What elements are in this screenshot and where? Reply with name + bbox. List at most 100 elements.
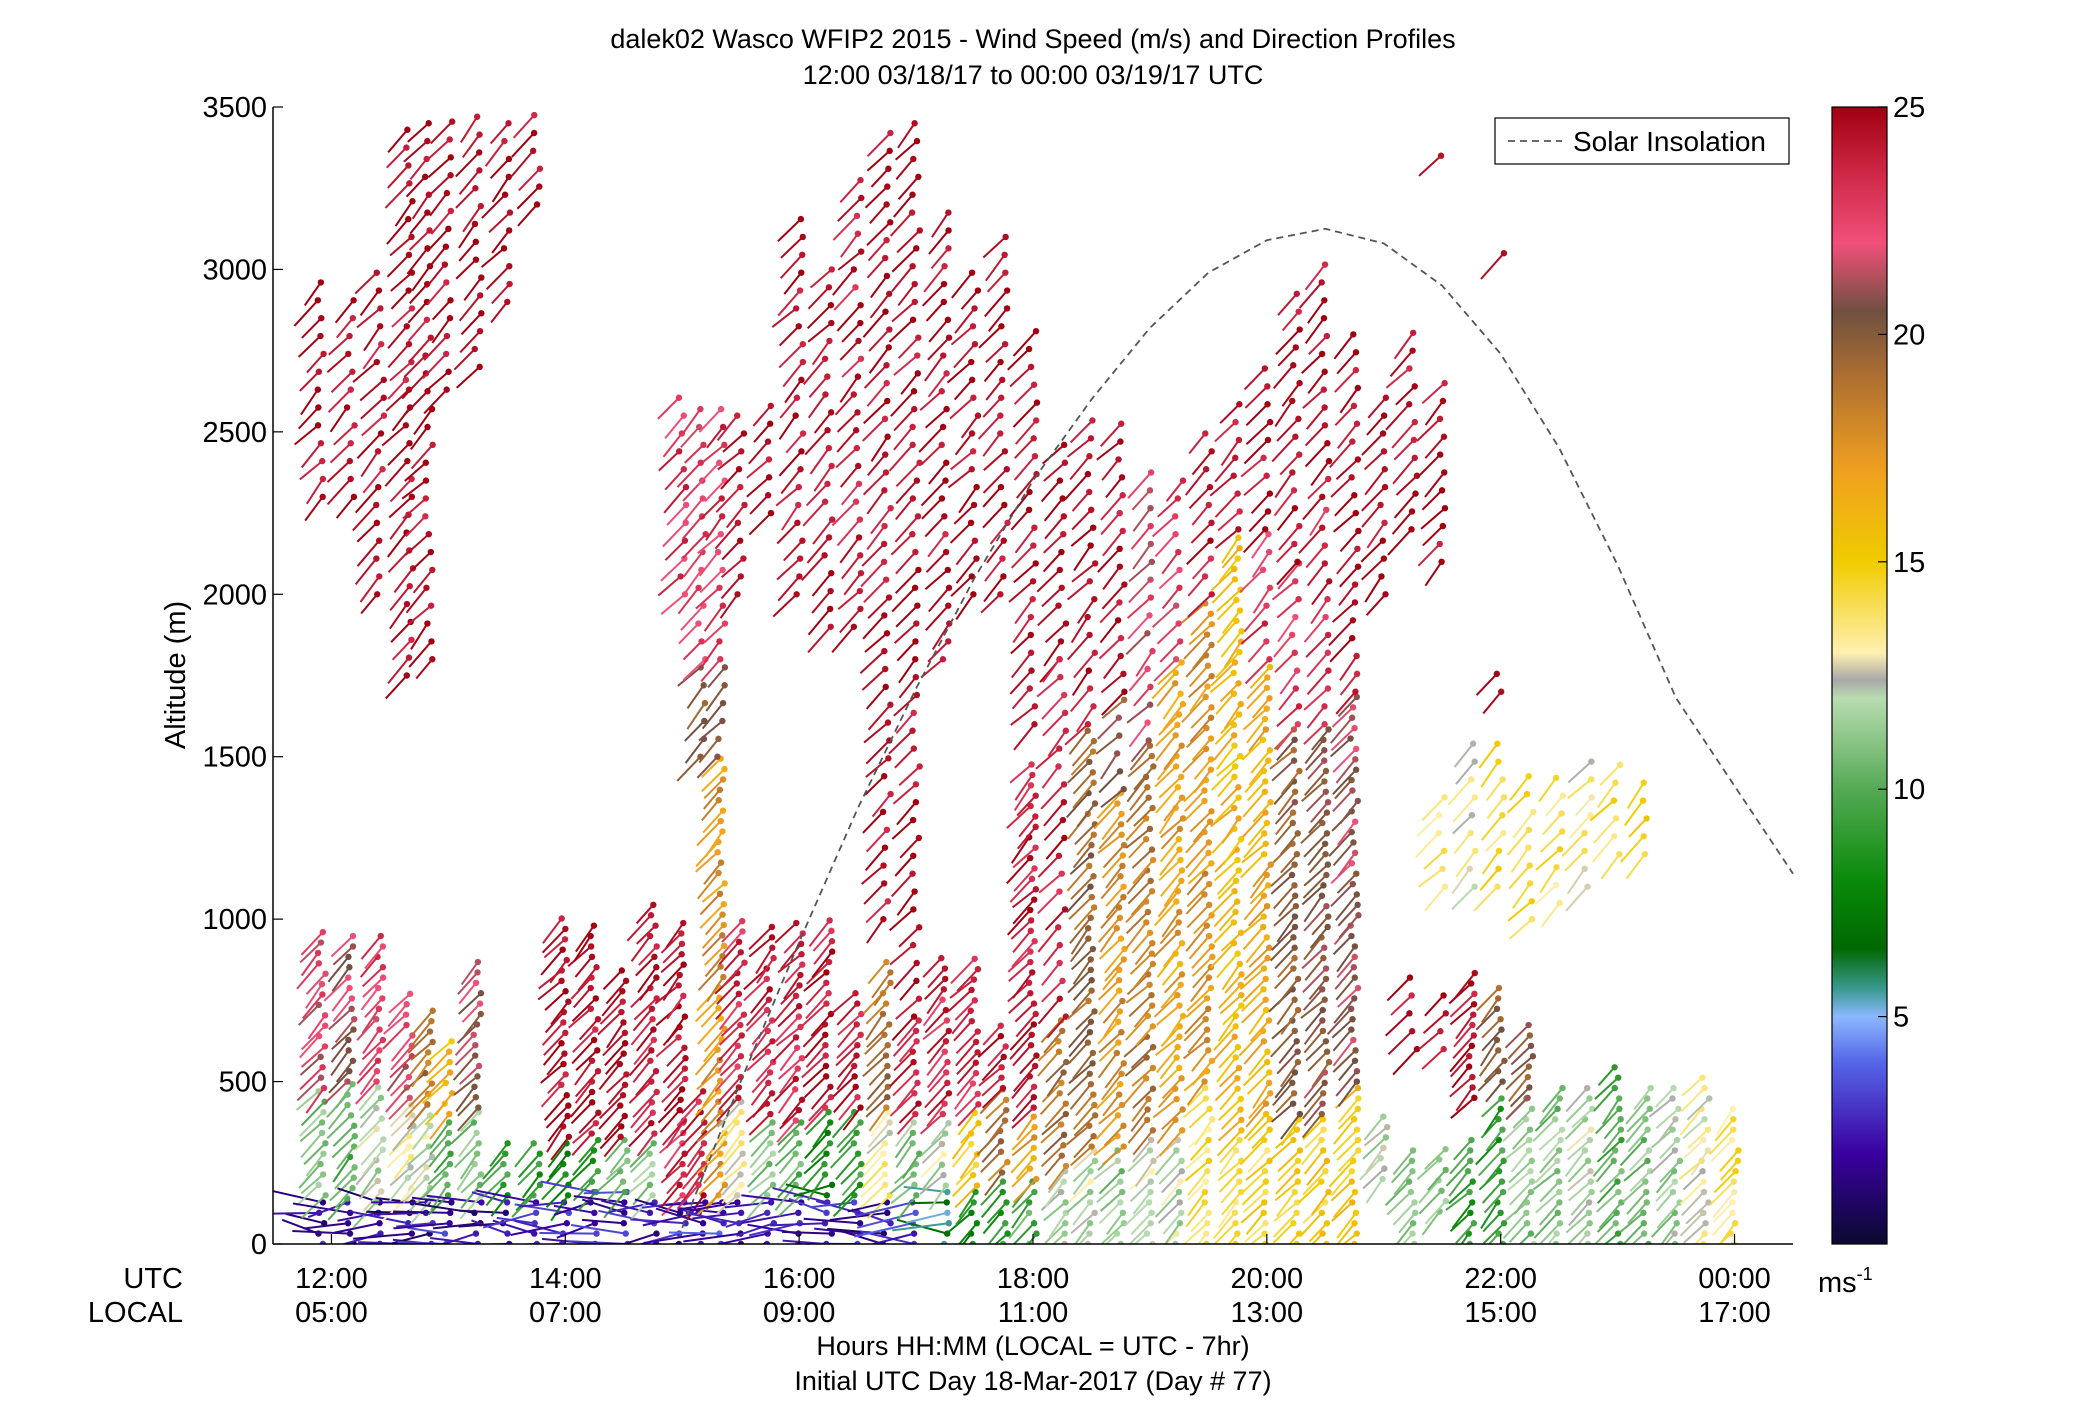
wind-barb-shaft: [837, 1013, 862, 1036]
wind-barb-dot: [675, 394, 683, 401]
wind-barb-dot: [1352, 1209, 1360, 1217]
wind-barb-dot: [910, 1230, 918, 1237]
wind-barb-shaft: [364, 997, 384, 1018]
wind-barb-shaft: [721, 920, 743, 943]
wind-barb-shaft: [1453, 743, 1474, 768]
wind-barb-shaft: [839, 179, 862, 204]
wind-barb-dot: [1555, 1178, 1563, 1185]
wind-barb-shaft: [676, 1101, 700, 1127]
wind-barb-shaft: [807, 286, 830, 310]
wind-barb-shaft: [359, 289, 380, 316]
wind-barb-dot: [1060, 1069, 1067, 1076]
wind-barb-dot: [1322, 850, 1329, 858]
colorbar-unit: ms-1: [1818, 1264, 1873, 1299]
wind-barb-dot: [373, 358, 381, 366]
wind-barb-dot: [1231, 763, 1239, 770]
wind-barb-dot: [647, 912, 655, 919]
wind-barb-dot: [1236, 508, 1243, 515]
wind-barb-dot: [1120, 1122, 1127, 1129]
wind-barb-shaft: [1245, 936, 1268, 964]
wind-barb-shaft: [704, 479, 726, 503]
wind-barb-shaft: [752, 1092, 773, 1118]
wind-barb-dot: [1409, 1220, 1417, 1227]
wind-barb-shaft: [1069, 1083, 1092, 1110]
barb-column: [1209, 401, 1245, 1244]
wind-barb-dot: [1523, 1220, 1531, 1227]
wind-barb-shaft: [628, 1049, 653, 1077]
wind-barb-dot: [1237, 1106, 1244, 1113]
wind-barb-shaft: [984, 1109, 1007, 1134]
wind-barb-shaft: [862, 811, 884, 834]
wind-barb-shaft: [484, 140, 506, 167]
wind-barb-dot: [798, 1054, 806, 1062]
wind-barb-dot: [1355, 1147, 1362, 1154]
wind-barb-dot: [320, 1084, 328, 1092]
wind-barb-dot: [504, 1140, 511, 1147]
wind-barb-dot: [797, 940, 805, 948]
wind-barb-dot: [969, 323, 977, 330]
wind-barb-shaft: [705, 830, 724, 857]
wind-barb-dot: [427, 334, 434, 341]
wind-barb-dot: [1062, 620, 1070, 627]
wind-barb-dot: [1266, 490, 1274, 497]
wind-barb-shaft: [455, 151, 480, 178]
wind-barb-dot: [823, 1209, 830, 1217]
wind-barb-dot: [1500, 249, 1508, 257]
wind-barb-shaft: [1393, 439, 1415, 461]
wind-barb-dot: [1033, 1052, 1040, 1059]
wind-barb-dot: [1203, 631, 1211, 638]
wind-barb-shaft: [401, 372, 427, 400]
wind-barb-dot: [1348, 1168, 1355, 1175]
wind-barb-dot: [429, 1038, 436, 1046]
wind-barb-shaft: [1245, 403, 1269, 426]
wind-barb-dot: [1499, 1078, 1506, 1085]
wind-barb-dot: [969, 1080, 977, 1087]
wind-barb-shaft: [1539, 866, 1558, 893]
wind-barb-dot: [1701, 1230, 1708, 1237]
y-tick-label: 500: [219, 1067, 267, 1099]
wind-barb-dot: [1118, 1101, 1126, 1109]
wind-barb-shaft: [705, 1184, 726, 1212]
wind-barb-dot: [427, 602, 435, 609]
wind-barb-dot: [403, 600, 411, 608]
wind-barb-shaft: [607, 1084, 626, 1106]
wind-barb-dot: [1026, 1199, 1033, 1206]
wind-barb-shaft: [1595, 1108, 1621, 1135]
wind-barb-dot: [769, 1171, 776, 1178]
wind-barb-dot: [880, 915, 887, 923]
wind-barb-dot: [1319, 1017, 1326, 1024]
wind-barb-dot: [647, 1057, 654, 1064]
wind-barb-shaft: [1014, 774, 1034, 801]
wind-barb-dot: [795, 323, 802, 330]
wind-barb-dot: [1525, 844, 1532, 851]
wind-barb-shaft: [893, 622, 918, 644]
wind-barb-dot: [448, 1038, 455, 1045]
wind-barb-shaft: [700, 1007, 720, 1028]
wind-barb-dot: [373, 555, 380, 562]
wind-barb-shaft: [703, 945, 725, 966]
wind-barb-shaft: [831, 500, 857, 527]
wind-barb-shaft: [360, 1138, 385, 1166]
wind-barb-shaft: [1275, 811, 1294, 836]
wind-barb-dot: [1296, 1110, 1304, 1118]
wind-barb-shaft: [721, 961, 746, 988]
wind-barb-dot: [879, 1010, 887, 1018]
wind-barb-dot: [1113, 750, 1121, 757]
wind-barb-dot: [444, 1181, 451, 1189]
wind-barb-dot: [1354, 1084, 1362, 1092]
wind-barb-shaft: [1220, 439, 1240, 467]
wind-barb-dot: [1643, 1188, 1650, 1196]
wind-barb-dot: [1263, 602, 1270, 609]
wind-barb-dot: [1557, 1136, 1564, 1144]
wind-barb-dot: [1116, 768, 1124, 775]
wind-barb-dot: [968, 430, 976, 437]
wind-barb-dot: [1238, 1127, 1245, 1134]
wind-barb-dot: [793, 1129, 800, 1137]
wind-barb-shaft: [1476, 987, 1500, 1012]
wind-barb-dot: [472, 1093, 480, 1101]
wind-barb-shaft: [958, 486, 978, 514]
wind-barb-dot: [1265, 1017, 1273, 1024]
wind-barb-shaft: [1185, 997, 1208, 1018]
wind-barb-shaft: [546, 1053, 566, 1076]
wind-barb-dot: [1027, 948, 1034, 955]
